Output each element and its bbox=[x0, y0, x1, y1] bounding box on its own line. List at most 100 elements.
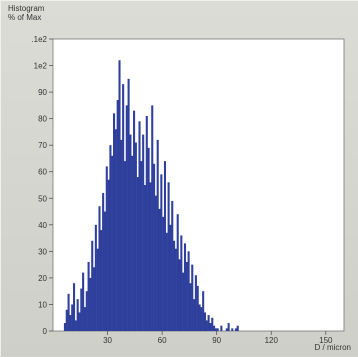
histogram-bar bbox=[151, 105, 154, 331]
histogram-bar bbox=[203, 312, 207, 331]
y-tick-label: 90 bbox=[38, 88, 47, 97]
histogram-bar bbox=[140, 161, 143, 331]
histogram-bar bbox=[76, 299, 79, 331]
histogram-bar bbox=[220, 325, 223, 331]
histogram-bar bbox=[213, 325, 216, 331]
histogram-bar bbox=[123, 161, 126, 331]
histogram-bar bbox=[193, 299, 196, 331]
histogram-bar bbox=[234, 328, 237, 331]
y-tick-label: 20 bbox=[38, 274, 47, 283]
histogram-bar bbox=[153, 163, 156, 331]
histogram-bar bbox=[105, 166, 108, 331]
histogram-bar bbox=[63, 323, 66, 331]
histogram-bar bbox=[111, 155, 114, 331]
histogram-bar bbox=[102, 192, 105, 331]
histogram-bar bbox=[147, 147, 150, 331]
y-tick-label: 30 bbox=[38, 247, 47, 256]
x-axis-label: D / micron bbox=[315, 343, 351, 352]
histogram-bar bbox=[196, 285, 199, 331]
histogram-bar bbox=[216, 328, 219, 331]
histogram-bar bbox=[160, 174, 163, 331]
y-tick-label: 1e2 bbox=[34, 62, 48, 71]
histogram-bar bbox=[107, 179, 110, 331]
histogram-bar bbox=[134, 142, 137, 331]
histogram-bar bbox=[169, 224, 172, 331]
histogram-bar bbox=[180, 235, 183, 331]
histogram-bar bbox=[145, 115, 148, 332]
bars-group bbox=[63, 60, 239, 332]
histogram-bar bbox=[65, 309, 68, 331]
y-tick-label: .1e2 bbox=[31, 35, 47, 44]
y-tick-label: 0 bbox=[43, 327, 48, 336]
histogram-bar bbox=[158, 208, 161, 331]
histogram-bar bbox=[122, 84, 125, 331]
histogram-bar bbox=[205, 320, 208, 331]
histogram-bar bbox=[93, 267, 96, 331]
histogram-bar bbox=[194, 275, 197, 331]
histogram-bar bbox=[162, 216, 165, 331]
histogram-bar bbox=[91, 240, 94, 331]
histogram-bar bbox=[89, 277, 92, 331]
histogram-bar bbox=[178, 259, 181, 331]
histogram-bar bbox=[185, 261, 188, 331]
histogram-bar bbox=[94, 224, 97, 331]
histogram-bar bbox=[174, 248, 177, 331]
histogram-bar bbox=[71, 304, 74, 331]
histogram-bar bbox=[83, 307, 86, 331]
histogram-bar bbox=[236, 325, 239, 331]
histogram-bar bbox=[78, 312, 81, 331]
histogram-bar bbox=[211, 317, 214, 331]
histogram-bar bbox=[214, 328, 217, 331]
histogram-bar bbox=[227, 323, 230, 331]
histogram-bar bbox=[138, 121, 141, 331]
histogram-bar bbox=[73, 283, 76, 331]
histogram-bar bbox=[198, 304, 201, 331]
x-tick-label: 150 bbox=[319, 336, 333, 345]
histogram-bar bbox=[100, 230, 103, 331]
y-tick-label: 50 bbox=[38, 194, 47, 203]
histogram-bar bbox=[176, 214, 179, 331]
histogram-bar bbox=[118, 60, 121, 332]
histogram-bar bbox=[133, 110, 136, 331]
histogram-bar bbox=[131, 155, 134, 331]
y-tick-label: 40 bbox=[38, 221, 47, 230]
histogram-bar bbox=[142, 134, 145, 331]
histogram-bar bbox=[87, 261, 90, 331]
histogram-bar bbox=[149, 182, 152, 331]
histogram-bar bbox=[189, 283, 192, 331]
histogram-bar bbox=[202, 291, 205, 331]
histogram-bar bbox=[98, 206, 101, 331]
histogram-bar bbox=[85, 291, 88, 331]
y-tick-label: 80 bbox=[38, 115, 47, 124]
histogram-bar bbox=[231, 328, 234, 331]
histogram-bar bbox=[209, 323, 212, 331]
histogram-bar bbox=[96, 248, 99, 331]
chart-title: Histogram bbox=[8, 4, 45, 13]
histogram-bar bbox=[80, 288, 83, 331]
histogram-bar bbox=[163, 161, 167, 331]
histogram-bar bbox=[125, 105, 128, 331]
histogram-bar bbox=[82, 272, 85, 331]
histogram-bar bbox=[127, 78, 130, 332]
x-axis-ticks: 30 60 90 120 150 bbox=[103, 331, 333, 345]
histogram-bar bbox=[173, 240, 176, 331]
histogram-bar bbox=[114, 129, 117, 331]
histogram-bar bbox=[183, 243, 187, 331]
histogram-bar bbox=[191, 264, 194, 331]
histogram-bar bbox=[171, 200, 174, 331]
chart-subtitle: % of Max bbox=[8, 13, 42, 22]
histogram-bar bbox=[165, 232, 168, 331]
histogram-bar bbox=[74, 320, 77, 331]
histogram-bar bbox=[143, 185, 147, 331]
histogram-bar bbox=[187, 251, 190, 331]
x-tick-label: 30 bbox=[103, 336, 112, 345]
histogram-bar bbox=[109, 145, 112, 331]
y-tick-label: 70 bbox=[38, 141, 47, 150]
histogram-bar bbox=[182, 272, 185, 331]
histogram-bar bbox=[154, 195, 157, 331]
histogram-bar bbox=[136, 177, 139, 331]
y-tick-label: 60 bbox=[38, 168, 47, 177]
histogram-bar bbox=[67, 293, 70, 331]
